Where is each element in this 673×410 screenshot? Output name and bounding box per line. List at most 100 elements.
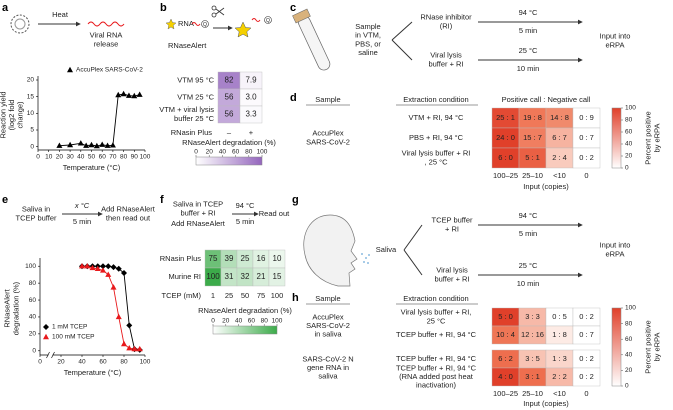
- fluorophore: [165, 18, 177, 30]
- data-point: [136, 345, 143, 352]
- cell-label: 0 : 7: [579, 330, 594, 339]
- data-point: [56, 142, 63, 148]
- legend-marker: [43, 333, 49, 340]
- column-label: 0: [584, 389, 588, 398]
- colorbar-tick-label: 100: [625, 305, 636, 312]
- column-label: 100–25: [493, 171, 518, 180]
- quencher: [264, 16, 272, 24]
- scissors-icon: [211, 5, 225, 18]
- colorbar-tick-label: 20: [625, 367, 633, 374]
- column-label: 75: [257, 291, 265, 300]
- data-point: [115, 313, 122, 320]
- x-tick-label: 40: [78, 359, 86, 366]
- y-tick-label: 60: [29, 297, 37, 304]
- data-point: [77, 140, 84, 146]
- cell-label: 7.9: [245, 76, 257, 85]
- temperature-label: 25 °C: [519, 261, 538, 270]
- x-tick-label: 0: [38, 359, 42, 366]
- buffer-label: RNase inhibitor (RI): [420, 13, 472, 31]
- cell-label: 4 : 0: [498, 372, 513, 381]
- cell-label: 1 : 3: [552, 354, 567, 363]
- sample-label: Saliva in TCEP buffer: [16, 205, 57, 223]
- probe-label: RNA: [178, 19, 194, 28]
- y-tick-label: 5: [30, 127, 34, 134]
- rna-wave: [87, 21, 125, 27]
- y-axis-label: Reaction yield(log2 foldchange): [0, 91, 25, 138]
- time-label: 5 min: [519, 26, 537, 35]
- connector: [403, 224, 423, 251]
- data-point: [67, 141, 74, 148]
- cell-label: 10 : 4: [496, 330, 515, 339]
- header: Extraction condition: [403, 294, 468, 303]
- quencher: [201, 20, 209, 28]
- cell-label: 15 : 7: [523, 133, 542, 142]
- colorbar-tick-label: 40: [625, 352, 633, 359]
- data-point: [109, 142, 116, 148]
- data-point: [79, 263, 85, 269]
- time-label: 5 min: [519, 229, 537, 238]
- colorbar: [212, 325, 278, 335]
- colorbar-tick-label: 60: [625, 336, 633, 343]
- cell-label: 6 : 7: [552, 133, 567, 142]
- colorbar-label: Percent positiveby eRPA: [644, 320, 662, 373]
- data-point: [104, 142, 111, 148]
- axis-break: [51, 351, 55, 359]
- cell-label: 25: [241, 254, 250, 263]
- row-label: VTM 95 °C: [177, 75, 214, 84]
- x-tick-label: 60: [99, 359, 107, 366]
- colorbar-tick-label: 80: [625, 320, 633, 327]
- condition-label: PBS + RI, 94 °C: [409, 133, 464, 142]
- panel-label: b: [160, 2, 167, 14]
- condition-label: TCEP buffer + RI, 94 °C: [396, 330, 477, 339]
- cell-label: 16: [257, 254, 266, 263]
- x-tick-label: 20: [56, 154, 64, 161]
- colorbar: [611, 307, 622, 387]
- column-label: 100–25: [493, 389, 518, 398]
- axis-break: [46, 351, 50, 359]
- cell-label: 3 : 1: [525, 372, 540, 381]
- data-point: [100, 263, 106, 270]
- heatmap-cell: [239, 105, 263, 124]
- connector: [391, 39, 413, 61]
- panel-label: d: [290, 92, 297, 104]
- x-axis-label: Temperature (°C): [63, 163, 121, 172]
- colorbar: [611, 107, 622, 169]
- table-cell: [572, 367, 601, 387]
- cell-label: 5 : 1: [525, 153, 540, 162]
- colorbar-tick-label: 40: [625, 141, 633, 148]
- data-point: [120, 90, 127, 97]
- connector: [403, 249, 423, 276]
- colorbar-tick-label: 100: [257, 149, 268, 156]
- colorbar-tick-label: 60: [625, 129, 633, 136]
- cell-label: 15: [273, 272, 282, 281]
- cell-label: 39: [225, 254, 234, 263]
- saliva-spray: [361, 253, 370, 264]
- x-tick-label: 60: [99, 154, 107, 161]
- column-label: +: [249, 128, 254, 137]
- temperature-label: 94 °C: [519, 211, 538, 220]
- y-tick-label: 15: [27, 93, 35, 100]
- output-label: Input into eRPA: [600, 241, 631, 259]
- condition-label: Viral lysis buffer + RI, 25 °C: [402, 149, 471, 167]
- colorbar-label: Percent positiveby eRPA: [644, 111, 662, 164]
- column-title: TCEP (mM): [162, 291, 202, 300]
- cell-label: 21: [257, 272, 266, 281]
- x-tick-label: 70: [109, 154, 117, 161]
- sample-label: Saliva: [376, 245, 397, 254]
- connector: [391, 21, 413, 41]
- panel-label: a: [2, 2, 9, 14]
- readout-label: Read out: [259, 209, 290, 218]
- step-label: Heat: [52, 10, 69, 19]
- rna-wave: [191, 22, 201, 26]
- column-label: <10: [553, 389, 566, 398]
- data-point: [131, 345, 138, 352]
- table-cell: [572, 147, 601, 169]
- x-tick-label: 90: [131, 154, 139, 161]
- x-axis-label: Temperature (°C): [64, 368, 122, 377]
- data-point: [83, 142, 90, 148]
- colorbar-tick-label: 0: [211, 318, 215, 325]
- colorbar-tick-label: 100: [625, 105, 636, 112]
- reagent-label: RNaseAlert: [168, 41, 207, 50]
